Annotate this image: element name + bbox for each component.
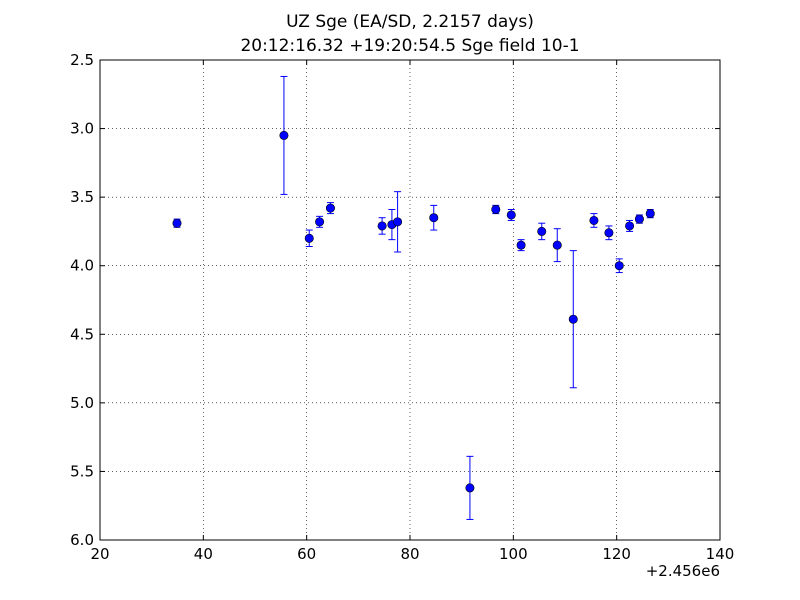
data-point xyxy=(625,221,635,231)
data-point xyxy=(429,213,439,223)
x-tick-label: 80 xyxy=(400,545,419,563)
data-point xyxy=(465,483,475,493)
axis-ticks xyxy=(99,59,721,541)
gridlines xyxy=(100,60,720,540)
data-point xyxy=(491,204,501,214)
data-point xyxy=(552,240,562,250)
x-tick-label: 20 xyxy=(90,545,109,563)
y-tick-label: 5.0 xyxy=(70,394,94,412)
y-tick-label: 3.5 xyxy=(70,188,94,206)
data-point xyxy=(614,261,624,271)
data-point xyxy=(568,314,578,324)
data-point xyxy=(172,218,182,228)
x-tick-label: 120 xyxy=(602,545,631,563)
data-point xyxy=(393,217,403,227)
data-point xyxy=(377,221,387,231)
x-tick-label: 60 xyxy=(297,545,316,563)
error-bars xyxy=(173,75,654,520)
tick-labels: 20 40 60 80 100 120 140 2.5 3.0 3.5 4.0 4.5 5.0 5.5 6.… xyxy=(70,51,734,563)
data-point xyxy=(634,214,644,224)
data-points xyxy=(172,130,655,493)
data-point xyxy=(325,203,335,213)
x-tick-label: 140 xyxy=(706,545,735,563)
y-tick-label: 4.5 xyxy=(70,325,94,343)
data-point xyxy=(604,228,614,238)
data-point xyxy=(506,210,516,220)
x-axis-offset-label: +2.456e6 xyxy=(646,562,720,580)
chart-title: UZ Sge (EA/SD, 2.2157 days) xyxy=(286,12,534,32)
x-tick-label: 100 xyxy=(499,545,528,563)
y-tick-label: 4.0 xyxy=(70,257,94,275)
y-tick-label: 2.5 xyxy=(70,51,94,69)
data-point xyxy=(516,240,526,250)
data-point xyxy=(315,217,325,227)
data-point xyxy=(589,215,599,225)
data-point xyxy=(645,209,655,219)
data-point xyxy=(279,130,289,140)
chart-subtitle: 20:12:16.32 +19:20:54.5 Sge field 10-1 xyxy=(240,36,580,56)
data-point xyxy=(537,226,547,236)
y-tick-label: 5.5 xyxy=(70,462,94,480)
y-tick-label: 3.0 xyxy=(70,120,94,138)
data-point xyxy=(304,233,314,243)
x-tick-label: 40 xyxy=(194,545,213,563)
y-tick-label: 6.0 xyxy=(70,531,94,549)
